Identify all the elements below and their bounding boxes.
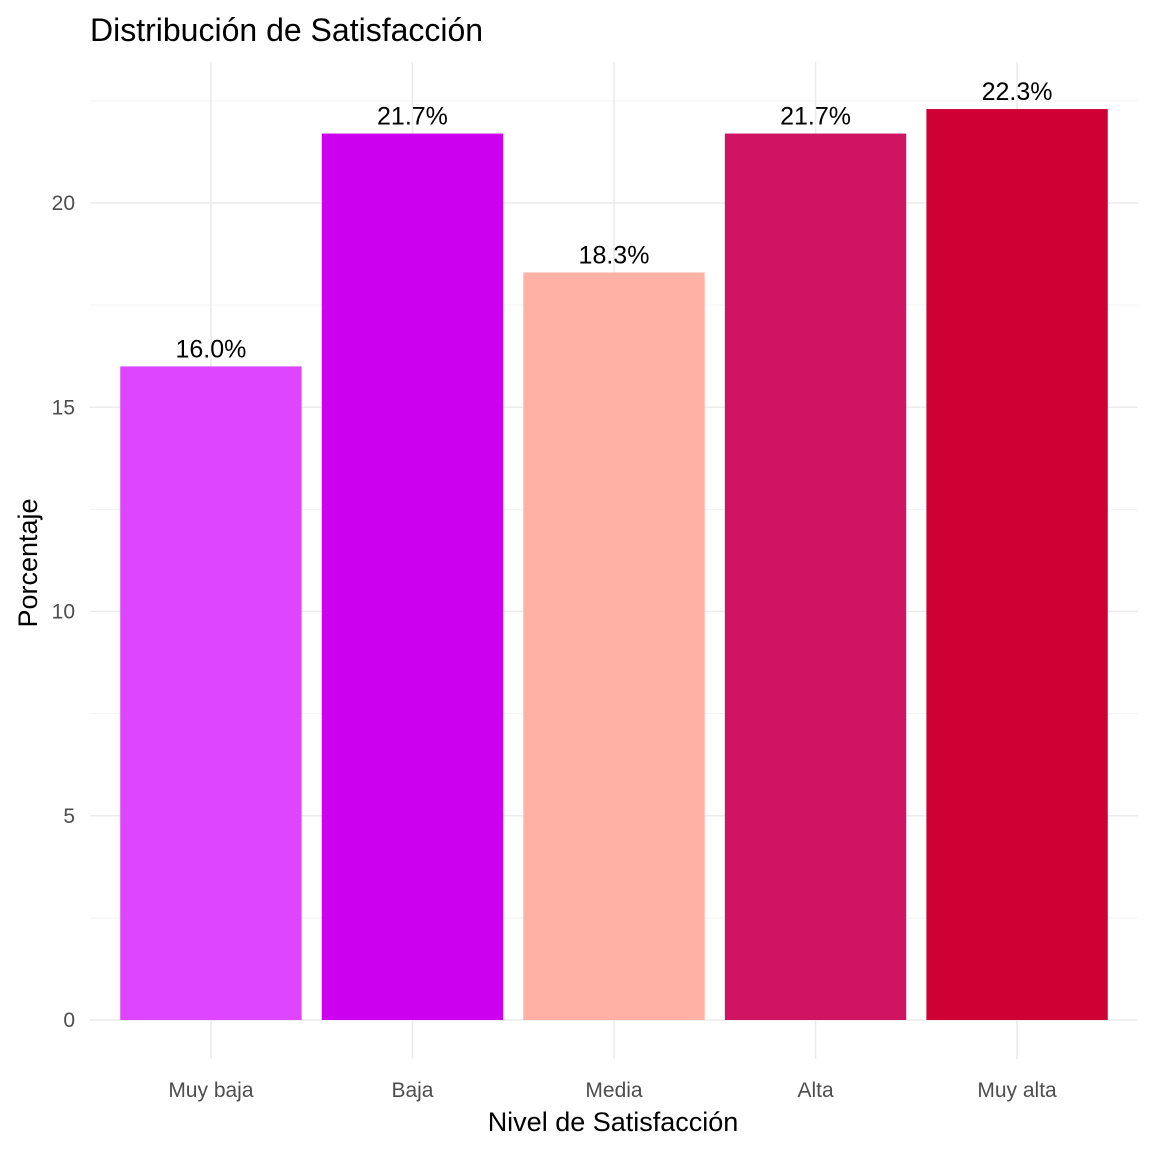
x-tick-label: Muy alta xyxy=(977,1079,1057,1102)
bar-value-label: 16.0% xyxy=(175,335,246,363)
bar-value-label: 22.3% xyxy=(982,78,1053,106)
bars xyxy=(120,109,1108,1021)
bar xyxy=(523,272,705,1020)
bar-value-label: 21.7% xyxy=(377,103,448,131)
bar xyxy=(724,133,907,1020)
bar xyxy=(926,109,1108,1021)
x-axis-title: Nivel de Satisfacción xyxy=(488,1107,739,1137)
x-tick-label: Muy baja xyxy=(168,1079,254,1102)
y-tick-label: 15 xyxy=(52,396,75,419)
x-tick-label: Alta xyxy=(797,1079,834,1102)
x-tick-label: Baja xyxy=(391,1079,433,1102)
bar-value-label: 21.7% xyxy=(780,103,851,131)
y-tick-label: 10 xyxy=(52,601,75,624)
x-tick-label: Media xyxy=(585,1079,643,1102)
data-labels: 16.0% 21.7% 18.3% 21.7% 22.3% xyxy=(175,78,1052,363)
bar xyxy=(321,133,504,1020)
y-axis-title: Porcentaje xyxy=(13,498,43,627)
bar-value-label: 18.3% xyxy=(579,241,650,269)
bar xyxy=(120,366,302,1020)
x-axis-ticks: Muy baja Baja Media Alta Muy alta xyxy=(168,1079,1057,1102)
y-tick-label: 5 xyxy=(63,805,75,828)
y-axis-ticks: 0 5 10 15 20 xyxy=(52,192,75,1032)
chart-title: Distribución de Satisfacción xyxy=(90,12,483,48)
y-tick-label: 20 xyxy=(52,192,75,215)
y-tick-label: 0 xyxy=(63,1009,75,1032)
